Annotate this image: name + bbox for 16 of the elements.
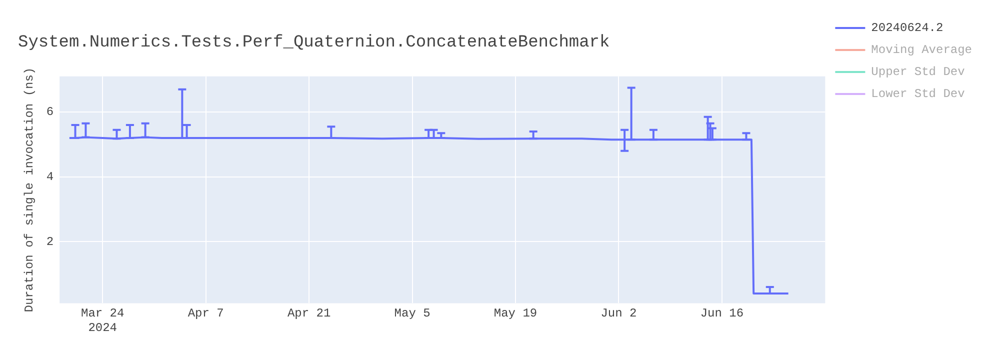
legend-label: Lower Std Dev bbox=[871, 87, 965, 102]
legend-label: 20240624.2 bbox=[871, 21, 944, 36]
x-tick-label: Mar 24 2024 bbox=[81, 306, 124, 335]
x-tick-label: Apr 7 bbox=[188, 306, 224, 321]
legend-label: Moving Average bbox=[871, 43, 972, 58]
x-tick-label: Apr 21 bbox=[287, 306, 331, 321]
x-tick-label: Jun 16 bbox=[700, 306, 744, 321]
legend-label: Upper Std Dev bbox=[871, 65, 965, 80]
y-tick-label: 4 bbox=[46, 170, 54, 184]
x-tick-label: May 5 bbox=[394, 306, 430, 321]
chart-title: System.Numerics.Tests.Perf_Quaternion.ConcatenateBenchmark bbox=[18, 34, 610, 53]
x-tick-label: Jun 2 bbox=[600, 306, 637, 321]
y-tick-label: 6 bbox=[46, 105, 54, 120]
y-axis-title: Duration of single invocation (ns) bbox=[22, 67, 36, 312]
x-tick-label: May 19 bbox=[494, 306, 538, 321]
y-tick-label: 2 bbox=[46, 234, 54, 249]
